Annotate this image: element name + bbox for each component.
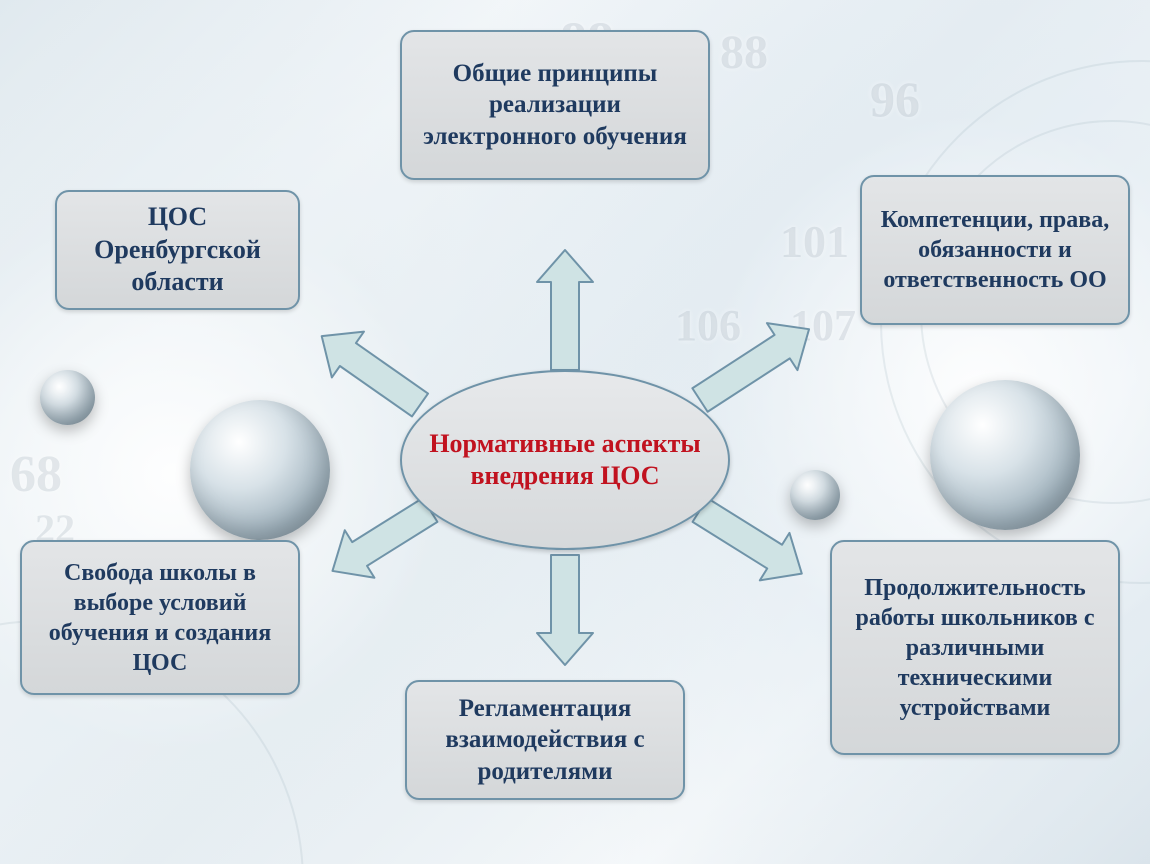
bg-sphere [190,400,330,540]
node-top-left: ЦОС Оренбургской области [55,190,300,310]
bg-number: 68 [10,445,62,504]
bg-sphere [930,380,1080,530]
node-label: Компетенции, права, обязанности и ответс… [876,205,1114,295]
node-top: Общие принципы реализации электронного о… [400,30,710,180]
node-bottom: Регламентация взаимодействия с родителям… [405,680,685,800]
bg-sphere [790,470,840,520]
bg-number: 107 [790,300,856,351]
node-label: ЦОС Оренбургской области [71,201,284,299]
center-node: Нормативные аспекты внедрения ЦОС [400,370,730,550]
bg-number: 101 [780,215,849,268]
node-bottom-right: Продолжительность работы школьников с ра… [830,540,1120,755]
node-label: Свобода школы в выборе условий обучения … [36,558,284,678]
arrow-to-top [537,250,593,370]
center-node-label: Нормативные аспекты внедрения ЦОС [416,428,714,493]
arrow-to-top-right [685,306,825,424]
arrow-to-bottom [537,555,593,665]
bg-number: 88 [720,25,768,80]
bg-number: 96 [870,70,920,128]
arrow-to-top-left [306,313,436,428]
diagram-stage: 88 88 96 101 106 107 68 22 Нормативные а… [0,0,1150,864]
node-bottom-left: Свобода школы в выборе условий обучения … [20,540,300,695]
node-top-right: Компетенции, права, обязанности и ответс… [860,175,1130,325]
node-label: Регламентация взаимодействия с родителям… [421,693,669,787]
bg-number: 106 [675,300,741,351]
node-label: Общие принципы реализации электронного о… [416,58,694,152]
node-label: Продолжительность работы школьников с ра… [846,573,1104,723]
bg-sphere [40,370,95,425]
